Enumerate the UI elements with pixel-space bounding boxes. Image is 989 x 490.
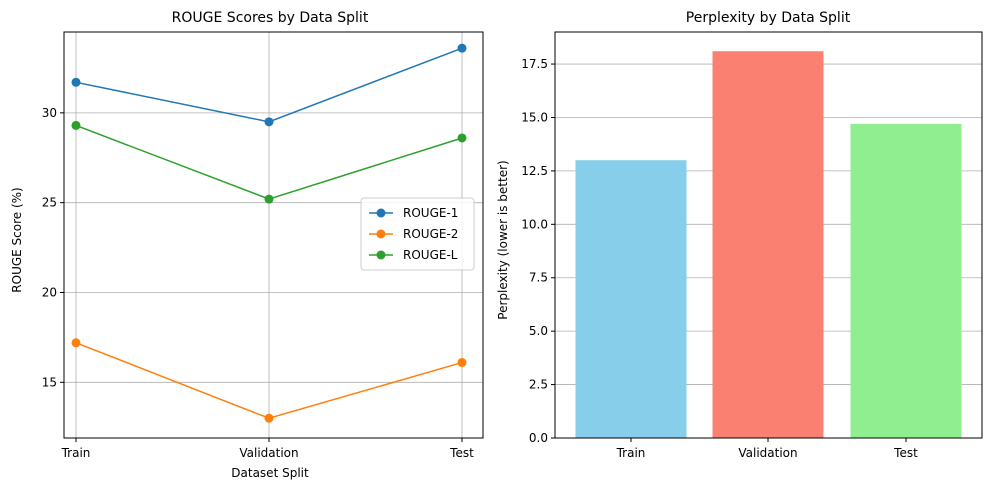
legend-marker [376, 250, 386, 260]
chart-title: Perplexity by Data Split [686, 10, 851, 26]
bar-validation [712, 51, 824, 439]
y-tick-label: 10.0 [521, 217, 548, 231]
plot-frame [554, 31, 983, 439]
x-tick-label: Validation [239, 446, 298, 460]
bar-test [850, 123, 962, 438]
x-axis-label: Dataset Split [231, 466, 309, 480]
x-tick-label: Test [449, 446, 474, 460]
bar-train [575, 160, 687, 439]
data-point [264, 194, 274, 204]
x-axis-ticks: Train Validation Test [616, 438, 918, 460]
legend-label: ROUGE-2 [403, 227, 458, 241]
data-point [264, 413, 274, 423]
data-point [457, 133, 467, 143]
x-tick-label: Train [616, 446, 646, 460]
legend-entry-rouge-l: ROUGE-L [369, 248, 458, 262]
series-rouge-l [71, 120, 467, 204]
legend-label: ROUGE-1 [403, 206, 458, 220]
series-rouge-1 [71, 43, 467, 127]
y-tick-label: 7.5 [529, 271, 548, 285]
series-lines [71, 43, 467, 423]
y-tick-label: 20 [42, 285, 57, 299]
data-point [457, 43, 467, 53]
legend-marker [376, 208, 386, 218]
y-tick-label: 15.0 [521, 110, 548, 124]
data-point [71, 120, 81, 130]
data-point [71, 77, 81, 87]
y-tick-label: 0.0 [529, 431, 548, 445]
data-point [264, 117, 274, 127]
x-tick-label: Validation [738, 446, 797, 460]
legend-marker [376, 229, 386, 239]
y-axis-ticks: 0.0 2.5 5.0 7.5 10.0 12.5 15.0 17.5 [521, 57, 555, 445]
legend-entry-rouge-1: ROUGE-1 [369, 206, 458, 220]
y-axis-label: ROUGE Score (%) [10, 187, 24, 292]
chart-title: ROUGE Scores by Data Split [172, 10, 369, 26]
y-tick-label: 25 [42, 196, 57, 210]
y-tick-label: 15 [42, 375, 57, 389]
bars [575, 51, 962, 439]
y-axis-label: Perplexity (lower is better) [496, 160, 510, 319]
perplexity-bar-chart: Perplexity by Data Split 0.0 2.5 5.0 7.5 10.… [496, 10, 983, 460]
x-tick-label: Test [893, 446, 918, 460]
plot-frame [63, 31, 484, 439]
y-tick-label: 2.5 [529, 378, 548, 392]
rouge-line-chart: ROUGE Scores by Data Split 15 20 25 30 Trai… [10, 10, 484, 480]
legend-label: ROUGE-L [403, 248, 458, 262]
y-tick-label: 30 [42, 106, 57, 120]
legend-entry-rouge-2: ROUGE-2 [369, 227, 458, 241]
y-tick-label: 12.5 [521, 164, 548, 178]
data-point [457, 358, 467, 368]
data-point [71, 338, 81, 348]
y-tick-label: 17.5 [521, 57, 548, 71]
y-tick-label: 5.0 [529, 324, 548, 338]
y-axis-ticks: 15 20 25 30 [42, 106, 64, 389]
x-axis-ticks: Train Validation Test [61, 438, 474, 460]
series-rouge-2 [71, 338, 467, 423]
legend-box [360, 197, 475, 271]
x-tick-label: Train [61, 446, 91, 460]
legend: ROUGE-1 ROUGE-2 ROUGE-L [360, 197, 475, 271]
